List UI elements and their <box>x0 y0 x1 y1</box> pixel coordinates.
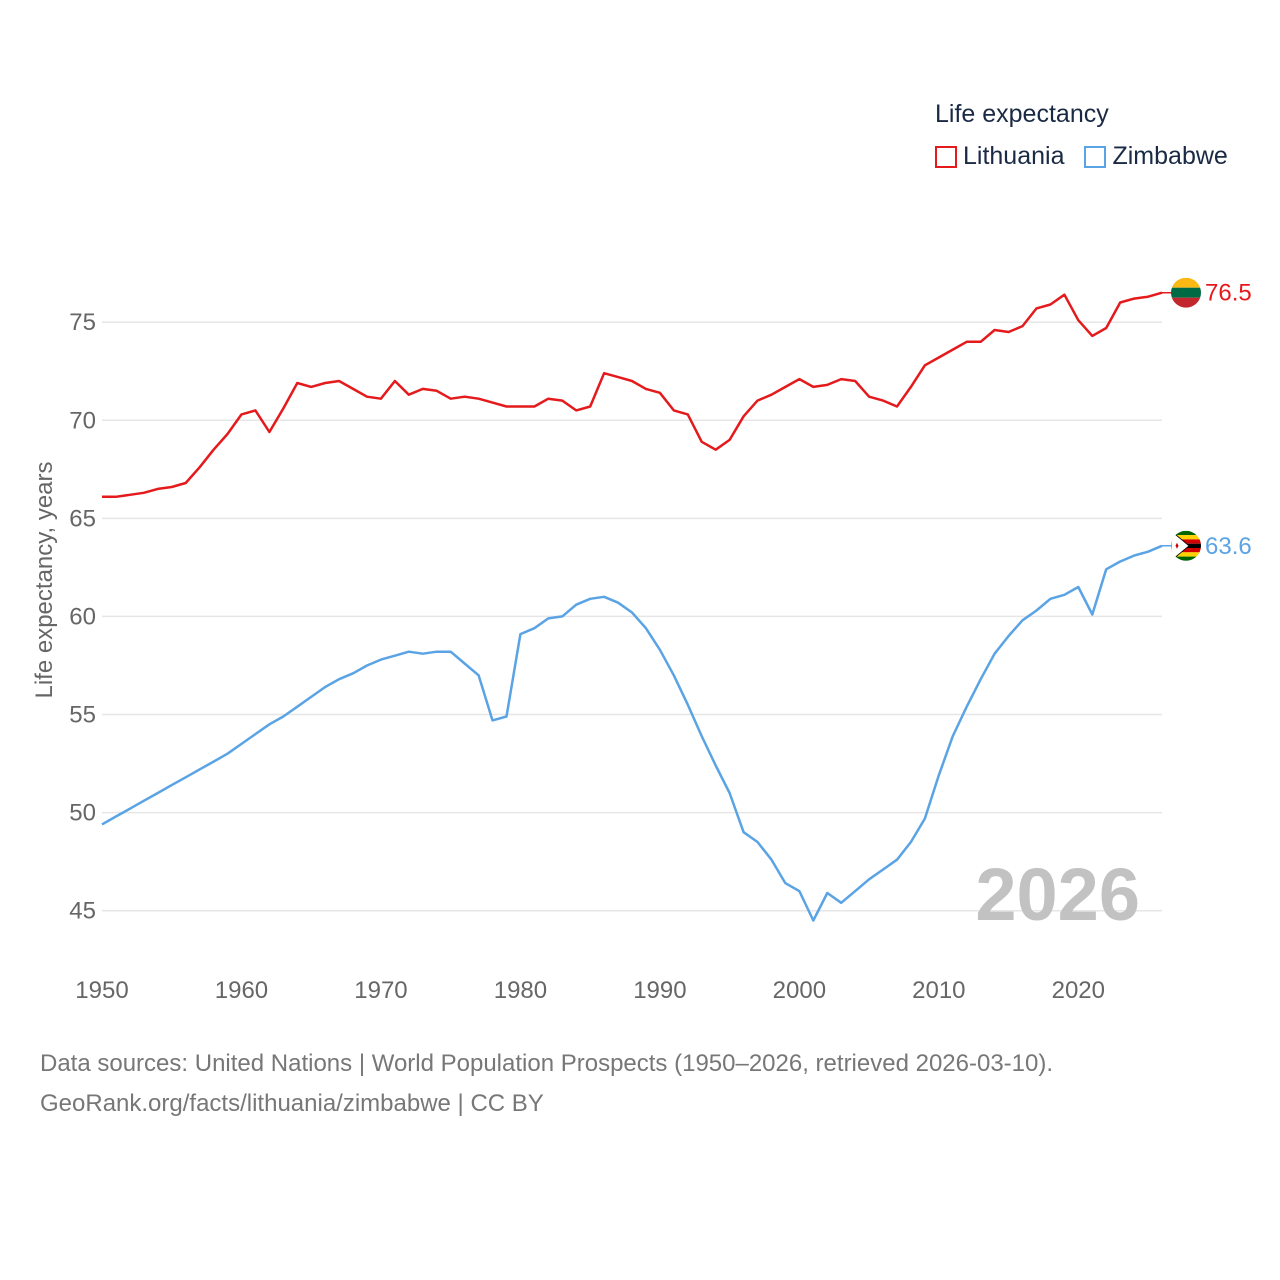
legend-item-lithuania[interactable]: Lithuania <box>935 142 1064 171</box>
legend-swatch-lithuania <box>935 145 957 168</box>
legend-label-lithuania: Lithuania <box>963 142 1065 170</box>
y-tick-label: 55 <box>69 702 96 729</box>
x-tick-label: 1960 <box>215 977 268 1004</box>
legend-title: Life expectancy <box>935 100 1109 128</box>
gridlines <box>102 321 1162 912</box>
y-tick-label: 65 <box>69 505 96 532</box>
x-tick-label: 2000 <box>773 977 826 1004</box>
end-label-lithuania: 76.5 <box>1205 280 1252 307</box>
end-markers <box>1171 277 1201 561</box>
end-label-zimbabwe: 63.6 <box>1205 533 1252 560</box>
zimbabwe-flag-icon <box>1171 530 1201 561</box>
legend-swatch-zimbabwe <box>1084 145 1107 168</box>
y-tick-label: 75 <box>69 309 96 336</box>
x-tick-label: 1950 <box>75 977 128 1004</box>
source-line-1: Data sources: United Nations | World Pop… <box>40 1050 1054 1077</box>
x-tick-label: 1990 <box>633 977 686 1004</box>
y-tick-label: 45 <box>69 898 96 925</box>
x-tick-label: 1980 <box>494 977 547 1004</box>
data-source: Data sources: United Nations | World Pop… <box>40 1044 1053 1124</box>
series-line-lithuania[interactable] <box>102 291 1163 499</box>
end-labels: 76.5 63.6 <box>1205 280 1252 560</box>
source-line-2[interactable]: GeoRank.org/facts/lithuania/zimbabwe | C… <box>40 1090 544 1117</box>
legend: Lithuania Zimbabwe <box>935 142 1248 171</box>
lithuania-flag-icon <box>1171 277 1201 308</box>
y-axis-label: Life expectancy, years <box>31 461 58 698</box>
y-tick-label: 60 <box>69 603 96 630</box>
y-tick-label: 70 <box>69 407 96 434</box>
y-tick-label: 50 <box>69 800 96 827</box>
x-tick-label: 2020 <box>1052 977 1105 1004</box>
x-axis-ticks: 1950 1960 1970 1980 1990 2000 2010 2020 <box>75 977 1105 1004</box>
series-line-zimbabwe[interactable] <box>101 544 1163 922</box>
x-tick-label: 2010 <box>912 977 965 1004</box>
year-watermark: 2026 <box>975 853 1140 936</box>
series-group <box>101 291 1186 922</box>
x-tick-label: 1970 <box>354 977 407 1004</box>
legend-item-zimbabwe[interactable]: Zimbabwe <box>1084 142 1228 171</box>
y-axis-ticks: 45 50 55 60 65 70 75 <box>69 309 96 925</box>
legend-label-zimbabwe: Zimbabwe <box>1112 142 1228 170</box>
